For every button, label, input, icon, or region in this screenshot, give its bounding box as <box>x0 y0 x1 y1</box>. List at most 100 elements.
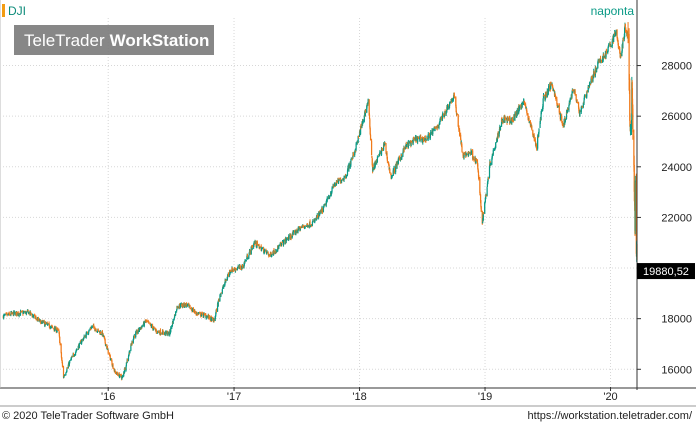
candle-body <box>521 102 523 107</box>
candle-body <box>500 118 503 127</box>
candle-body <box>256 241 259 246</box>
candle-body <box>532 130 534 136</box>
candle-body <box>253 242 255 246</box>
candle-body <box>504 117 506 119</box>
candle-body <box>482 213 484 221</box>
candle-body <box>556 103 558 106</box>
candle-down <box>61 361 64 368</box>
candle-up <box>569 97 571 102</box>
candle-down <box>507 116 509 122</box>
candle-down <box>523 100 526 106</box>
candle-body <box>265 249 267 252</box>
watermark-background <box>14 25 214 55</box>
candle-body <box>280 243 283 245</box>
candle-body <box>486 187 488 196</box>
candle-body <box>268 254 271 256</box>
candle-up <box>587 85 589 93</box>
candle-up <box>331 186 333 193</box>
candle-up <box>343 175 345 182</box>
x-axis: '16 '17 '18 '19 '20 <box>0 0 696 407</box>
candle-body <box>457 114 459 127</box>
candle-body <box>148 322 150 324</box>
candle-down <box>66 366 68 369</box>
candle-body <box>201 312 203 314</box>
y-tick-label: 28000 <box>661 61 692 73</box>
candle-body <box>127 356 130 361</box>
candle-body <box>455 106 457 113</box>
candle-up <box>280 243 283 247</box>
candle-body <box>45 322 47 324</box>
candle-body <box>241 264 243 269</box>
candle-body <box>412 138 414 144</box>
candle-body <box>634 180 636 231</box>
candle-body <box>580 106 582 112</box>
candle-body <box>261 248 263 249</box>
candle-body <box>305 225 308 227</box>
candle-down <box>208 315 210 320</box>
candle-body <box>548 86 550 90</box>
chart-overlay: 19880,52 DJI naponta TeleTrader WorkStation <box>2 4 695 280</box>
candle-body <box>309 221 311 227</box>
candle-down <box>107 349 109 355</box>
candle-body <box>480 206 482 212</box>
candle-body <box>8 314 11 316</box>
candle-body <box>587 87 589 93</box>
candle-body <box>417 137 419 143</box>
candle-body <box>536 145 538 149</box>
candle-body <box>63 375 65 378</box>
candle-down <box>242 265 244 269</box>
candle-body <box>404 147 406 150</box>
candle-body <box>255 240 257 246</box>
candle-up <box>102 334 104 338</box>
candle-up <box>538 128 540 135</box>
candle-down <box>131 340 133 345</box>
candle-body <box>425 140 427 142</box>
candle-body <box>629 120 631 127</box>
candle-up <box>41 321 43 324</box>
candle-body <box>350 159 352 165</box>
candle-body <box>593 73 595 76</box>
candle-body <box>408 141 410 144</box>
candle-body <box>311 222 314 225</box>
candle-up <box>415 135 417 142</box>
candle-body <box>427 134 429 139</box>
candle-up <box>610 45 612 48</box>
candle-body <box>138 327 141 331</box>
candle-body <box>53 328 55 330</box>
candle-body <box>211 317 213 321</box>
candle-body <box>218 299 220 301</box>
candle-body <box>167 334 169 336</box>
candle-down <box>600 60 603 63</box>
candle-body <box>123 372 125 377</box>
candle-body <box>324 203 326 206</box>
candle-up <box>314 217 316 222</box>
candle-body <box>239 268 242 270</box>
candle-body <box>278 245 280 246</box>
candle-body <box>213 318 215 322</box>
candle-body <box>225 280 227 282</box>
candle-up <box>172 318 174 324</box>
copyright-text: © 2020 TeleTrader Software GmbH <box>2 410 174 422</box>
candle-body <box>337 180 340 184</box>
candle-body <box>259 246 261 249</box>
candle-body <box>341 179 343 182</box>
candle-up <box>629 123 632 136</box>
candle-body <box>119 374 121 375</box>
candle-body <box>533 135 535 139</box>
candle-down <box>267 251 269 255</box>
y-tick-label: 26000 <box>661 111 692 123</box>
candle-body <box>362 120 364 122</box>
candle-body <box>76 349 78 351</box>
candle-up <box>47 323 49 326</box>
candle-body <box>559 111 561 114</box>
last-price-badge <box>637 263 695 280</box>
candle-down <box>196 312 198 317</box>
candle-body <box>276 250 278 252</box>
candle-body <box>395 165 397 173</box>
candle-down <box>437 124 439 129</box>
watermark-brand: TeleTrader <box>24 31 105 50</box>
candle-body <box>288 235 290 240</box>
candle-body <box>41 321 43 324</box>
candle-body <box>620 54 622 57</box>
candle-down <box>239 268 242 270</box>
